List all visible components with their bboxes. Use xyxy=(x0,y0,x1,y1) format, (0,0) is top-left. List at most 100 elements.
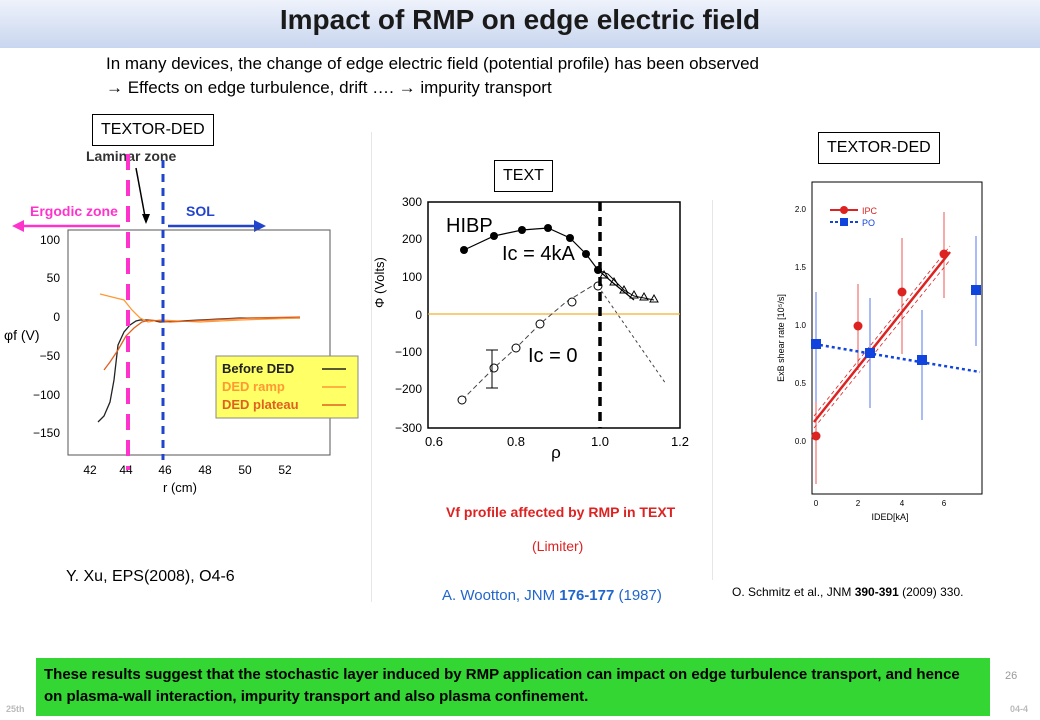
middle-ytick: 100 xyxy=(402,270,422,284)
label-textor-left: TEXTOR-DED xyxy=(92,114,214,146)
left-xtick: 46 xyxy=(158,463,172,477)
data-point xyxy=(865,348,875,358)
left-citation: Y. Xu, EPS(2008), O4-6 xyxy=(66,568,235,585)
curve-ded-ramp xyxy=(99,293,301,323)
left-xtick: 52 xyxy=(278,463,292,477)
middle-xtick: 0.8 xyxy=(507,434,525,449)
data-point xyxy=(566,234,574,242)
ipc-fit-lower xyxy=(813,259,951,429)
data-point xyxy=(535,319,545,329)
data-point xyxy=(917,355,927,365)
data-point xyxy=(811,431,821,441)
footer-right: 04-4 xyxy=(1010,704,1029,714)
slide-title: Impact of RMP on edge electric field xyxy=(279,4,761,35)
laminar-zone-label: Laminar zone xyxy=(86,148,176,164)
data-point xyxy=(490,232,498,240)
data-point xyxy=(582,250,590,258)
left-plot: Laminar zone Ergodic zone SOL 100 50 0 −… xyxy=(4,148,359,495)
hibp-label: HIBP xyxy=(446,215,493,237)
legend-po: PO xyxy=(862,218,875,228)
middle-xlabel: ρ xyxy=(551,443,561,462)
curve-ic0 xyxy=(461,283,599,401)
title-bar xyxy=(0,0,1040,48)
ic4-points xyxy=(460,224,602,274)
data-point xyxy=(460,246,468,254)
middle-ytick: 0 xyxy=(415,308,422,322)
middle-caption: Vf profile affected by RMP in TEXT xyxy=(446,504,676,520)
left-xlabel: r (cm) xyxy=(163,480,197,495)
data-point xyxy=(811,339,821,349)
middle-plot-frame xyxy=(427,201,681,429)
middle-xtick: 0.6 xyxy=(425,434,443,449)
conclusion-box: These results suggest that the stochasti… xyxy=(36,658,990,716)
right-plot: 2.0 1.5 1.0 0.5 0.0 ExB shear rate [10⁵/… xyxy=(776,181,983,522)
ipc-fit-upper xyxy=(813,245,951,417)
ergodic-zone-label: Ergodic zone xyxy=(30,203,118,219)
citation-prefix: A. Wootton, JNM xyxy=(442,587,560,604)
data-point xyxy=(971,285,981,295)
curve-ic0-tail xyxy=(597,285,667,385)
ic0-points xyxy=(457,281,603,405)
data-point xyxy=(619,284,629,294)
right-ytick: 1.5 xyxy=(795,263,807,272)
left-ytick: −150 xyxy=(33,426,60,440)
middle-citation: A. Wootton, JNM 176-177 (1987) xyxy=(442,587,662,604)
ipc-error-bars xyxy=(815,212,945,484)
right-ylabel: ExB shear rate [10⁵/s] xyxy=(776,294,786,382)
data-point xyxy=(897,287,907,297)
right-xtick: 0 xyxy=(814,499,819,508)
data-point xyxy=(544,224,552,232)
ipc-points xyxy=(811,249,949,441)
label-text: TEXT xyxy=(494,160,553,192)
footer-left: 25th xyxy=(6,704,25,714)
right-xtick: 2 xyxy=(856,499,861,508)
citation-prefix: O. Schmitz et al., JNM xyxy=(732,585,855,599)
data-point xyxy=(939,249,949,259)
legend-ipc: IPC xyxy=(862,206,878,216)
middle-xtick: 1.0 xyxy=(591,434,609,449)
data-point xyxy=(629,289,639,299)
legend-ded-plateau: DED plateau xyxy=(222,397,299,412)
left-ylabel: φf (V) xyxy=(4,327,40,343)
curve-triangles xyxy=(597,269,655,301)
middle-xticks: 0.6 0.8 1.0 1.2 xyxy=(425,434,689,449)
right-xtick: 6 xyxy=(942,499,947,508)
ic4-label: Iᴄ = 4kA xyxy=(502,243,575,265)
sol-arrow-head xyxy=(254,220,266,232)
label-textor-right: TEXTOR-DED xyxy=(818,132,940,164)
middle-ytick: −200 xyxy=(395,382,422,396)
right-ytick: 2.0 xyxy=(795,205,807,214)
middle-ytick: −100 xyxy=(395,345,422,359)
data-point xyxy=(853,321,863,331)
left-xtick: 50 xyxy=(238,463,252,477)
middle-ylabel: Φ (Volts) xyxy=(372,257,387,308)
right-ytick: 0.0 xyxy=(795,437,807,446)
left-xtick: 48 xyxy=(198,463,212,477)
data-point xyxy=(639,291,649,301)
left-plot-frame xyxy=(67,229,331,456)
right-xlabel: IDED[kA] xyxy=(871,512,908,522)
data-point xyxy=(599,269,609,279)
legend-ipc-marker xyxy=(840,206,848,214)
laminar-arrow-head xyxy=(142,214,150,224)
left-yticks: 100 50 0 −50 −100 −150 xyxy=(33,233,60,440)
middle-xtick: 1.2 xyxy=(671,434,689,449)
middle-ytick: 300 xyxy=(402,195,422,209)
left-ytick: −50 xyxy=(40,349,61,363)
data-point xyxy=(609,276,619,286)
po-points xyxy=(811,285,981,365)
left-ytick: 100 xyxy=(40,233,60,247)
citation-volume: 176-177 xyxy=(559,587,615,604)
curve-ded-plateau xyxy=(103,316,301,371)
right-plot-frame xyxy=(811,181,983,495)
right-xticks: 0 2 4 6 xyxy=(814,499,947,508)
data-point xyxy=(489,363,499,373)
intro-line-1: In many devices, the change of edge elec… xyxy=(106,54,760,73)
citation-suffix: (2009) 330. xyxy=(898,585,964,599)
po-error-bars xyxy=(815,236,977,420)
data-point xyxy=(511,343,521,353)
data-point xyxy=(649,293,659,303)
conclusion-text: These results suggest that the stochasti… xyxy=(44,666,960,705)
left-xtick: 42 xyxy=(83,463,97,477)
data-point xyxy=(457,395,467,405)
